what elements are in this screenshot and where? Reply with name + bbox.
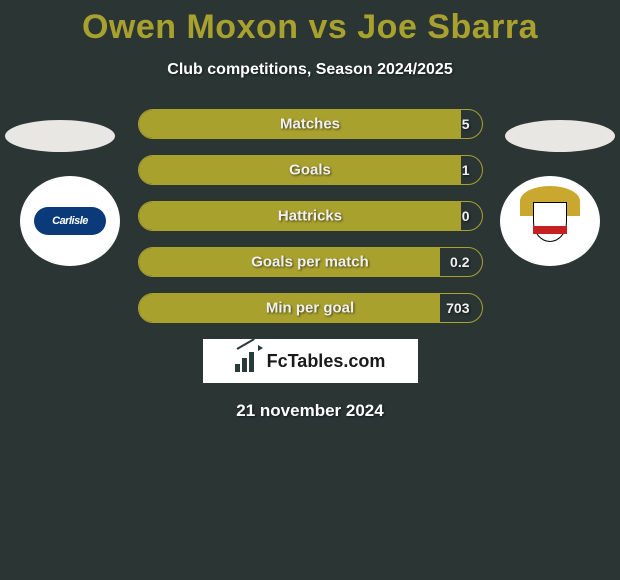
page-title: Owen Moxon vs Joe Sbarra bbox=[0, 0, 620, 47]
stat-row: Goals per match 0.2 bbox=[138, 247, 483, 277]
footer-date: 21 november 2024 bbox=[0, 401, 620, 421]
stat-value: 5 bbox=[462, 116, 470, 132]
stat-value: 0 bbox=[462, 208, 470, 224]
brand-box: FcTables.com bbox=[203, 339, 418, 383]
stat-value: 703 bbox=[446, 300, 469, 316]
stat-row: Goals 1 bbox=[138, 155, 483, 185]
bar-chart-icon bbox=[235, 350, 261, 372]
stat-value: 0.2 bbox=[450, 254, 469, 270]
stat-label: Goals per match bbox=[251, 254, 369, 271]
stats-area: Matches 5 Goals 1 Hattricks 0 Goals per … bbox=[138, 109, 483, 323]
club-badge-right bbox=[500, 176, 600, 266]
player2-name: Joe Sbarra bbox=[357, 8, 538, 46]
stat-row: Min per goal 703 bbox=[138, 293, 483, 323]
player2-head-icon bbox=[505, 120, 615, 152]
subtitle: Club competitions, Season 2024/2025 bbox=[0, 61, 620, 79]
stat-value: 1 bbox=[462, 162, 470, 178]
stat-label: Goals bbox=[289, 162, 331, 179]
stat-row: Matches 5 bbox=[138, 109, 483, 139]
vs-separator: vs bbox=[308, 8, 347, 46]
stat-label: Matches bbox=[280, 116, 340, 133]
stat-row: Hattricks 0 bbox=[138, 201, 483, 231]
brand-text: FcTables.com bbox=[267, 351, 386, 372]
doncaster-logo-icon bbox=[520, 186, 580, 256]
stat-label: Hattricks bbox=[278, 208, 342, 225]
player1-head-icon bbox=[5, 120, 115, 152]
club-badge-left: Carlisle bbox=[20, 176, 120, 266]
stat-label: Min per goal bbox=[266, 300, 354, 317]
player1-name: Owen Moxon bbox=[82, 8, 299, 46]
carlisle-logo-icon: Carlisle bbox=[34, 207, 106, 235]
